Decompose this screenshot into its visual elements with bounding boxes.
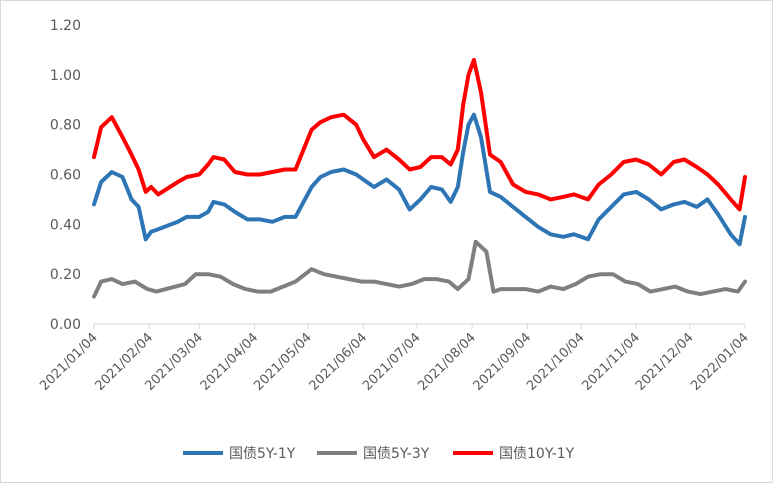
y-tick-label: 0.20	[50, 267, 81, 283]
series-lines	[92, 57, 747, 299]
legend-label-2: 国债5Y-3Y	[363, 446, 430, 462]
series-line-3	[92, 57, 747, 212]
y-tick-label: 1.00	[50, 68, 81, 84]
x-tick-label: 2022/01/04	[688, 330, 752, 394]
y-tick-label: 0.60	[50, 168, 81, 184]
x-tick-label: 2021/01/04	[37, 330, 101, 394]
x-axis: 2021/01/042021/02/042021/03/042021/04/04…	[37, 323, 752, 394]
x-tick-label: 2021/08/04	[415, 330, 479, 394]
x-tick-label: 2021/10/04	[524, 330, 588, 394]
y-tick-label: 1.20	[50, 18, 81, 34]
legend-label-1: 国债5Y-1Y	[229, 446, 296, 462]
y-tick-label: 0.00	[50, 317, 81, 333]
legend: 国债5Y-1Y 国债5Y-3Y 国债10Y-1Y	[183, 446, 575, 462]
y-tick-label: 0.40	[50, 217, 81, 233]
x-tick-label: 2021/05/04	[251, 330, 315, 394]
y-axis-labels: 0.00 0.20 0.40 0.60 0.80 1.00 1.20	[50, 18, 81, 333]
y-tick-label: 0.80	[50, 118, 81, 134]
series-line-1	[92, 112, 747, 247]
legend-label-3: 国债10Y-1Y	[499, 446, 575, 462]
series-line-2	[92, 239, 747, 299]
x-tick-label: 2021/12/04	[633, 330, 697, 394]
x-tick-label: 2021/07/04	[360, 330, 424, 394]
